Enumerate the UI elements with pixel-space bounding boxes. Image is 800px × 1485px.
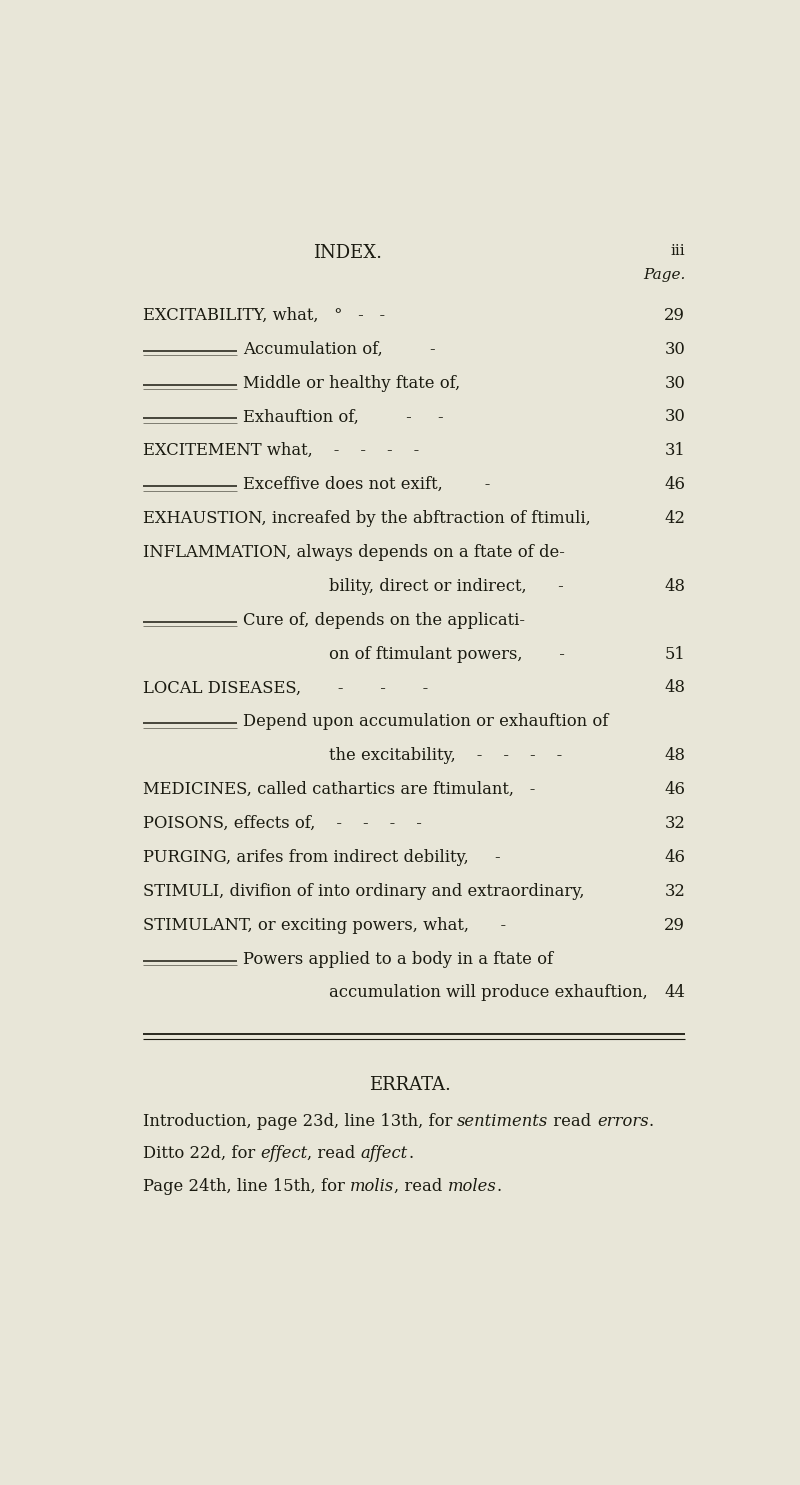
Text: the excitability,    -    -    -    -: the excitability, - - - - (329, 747, 562, 765)
Text: 30: 30 (664, 374, 685, 392)
Text: 32: 32 (664, 882, 685, 900)
Text: Cure of, depends on the applicati-: Cure of, depends on the applicati- (243, 612, 526, 628)
Text: Depend upon accumulation or exhauftion of: Depend upon accumulation or exhauftion o… (243, 713, 609, 731)
Text: Ditto 22d, for: Ditto 22d, for (142, 1145, 260, 1163)
Text: .: . (408, 1145, 414, 1163)
Text: MEDICINES, called cathartics are ftimulant,   -: MEDICINES, called cathartics are ftimula… (142, 781, 535, 797)
Text: LOCAL DISEASES,       -       -       -: LOCAL DISEASES, - - - (142, 680, 428, 696)
Text: molis: molis (350, 1178, 394, 1194)
Text: Introduction, page 23d, line 13th, for: Introduction, page 23d, line 13th, for (142, 1112, 458, 1130)
Text: bility, direct or indirect,      -: bility, direct or indirect, - (329, 578, 563, 595)
Text: 48: 48 (664, 680, 685, 696)
Text: 46: 46 (664, 477, 685, 493)
Text: effect: effect (260, 1145, 307, 1163)
Text: 46: 46 (664, 849, 685, 866)
Text: Page 24th, line 15th, for: Page 24th, line 15th, for (142, 1178, 350, 1194)
Text: accumulation will produce exhauftion,: accumulation will produce exhauftion, (329, 985, 647, 1001)
Text: Accumulation of,         -: Accumulation of, - (243, 340, 436, 358)
Text: STIMULANT, or exciting powers, what,      -: STIMULANT, or exciting powers, what, - (142, 916, 506, 934)
Text: EXCITEMENT what,    -    -    -    -: EXCITEMENT what, - - - - (142, 443, 419, 459)
Text: moles: moles (447, 1178, 496, 1194)
Text: 48: 48 (664, 578, 685, 595)
Text: POISONS, effects of,    -    -    -    -: POISONS, effects of, - - - - (142, 815, 422, 832)
Text: EXCITABILITY, what,   °   -   -: EXCITABILITY, what, ° - - (142, 307, 385, 324)
Text: affect: affect (361, 1145, 408, 1163)
Text: , read: , read (394, 1178, 447, 1194)
Text: Middle or healthy ftate of,: Middle or healthy ftate of, (243, 374, 461, 392)
Text: Exhauftion of,         -     -: Exhauftion of, - - (243, 408, 444, 425)
Text: 46: 46 (664, 781, 685, 797)
Text: 51: 51 (664, 646, 685, 662)
Text: 42: 42 (664, 509, 685, 527)
Text: on of ftimulant powers,       -: on of ftimulant powers, - (329, 646, 565, 662)
Text: INDEX.: INDEX. (314, 244, 382, 261)
Text: Page.: Page. (642, 269, 685, 282)
Text: EXHAUSTION, increafed by the abftraction of ftimuli,: EXHAUSTION, increafed by the abftraction… (142, 509, 590, 527)
Text: Powers applied to a body in a ftate of: Powers applied to a body in a ftate of (243, 950, 554, 968)
Text: errors: errors (597, 1112, 649, 1130)
Text: iii: iii (670, 244, 685, 258)
Text: 44: 44 (664, 985, 685, 1001)
Text: 30: 30 (664, 408, 685, 425)
Text: .: . (649, 1112, 654, 1130)
Text: 29: 29 (664, 916, 685, 934)
Text: ERRATA.: ERRATA. (369, 1077, 451, 1094)
Text: STIMULI, divifion of into ordinary and extraordinary,: STIMULI, divifion of into ordinary and e… (142, 882, 584, 900)
Text: Exceffive does not exift,        -: Exceffive does not exift, - (243, 477, 490, 493)
Text: .: . (496, 1178, 502, 1194)
Text: read: read (549, 1112, 597, 1130)
Text: 48: 48 (664, 747, 685, 765)
Text: , read: , read (307, 1145, 361, 1163)
Text: INFLAMMATION, always depends on a ftate of de-: INFLAMMATION, always depends on a ftate … (142, 544, 565, 561)
Text: PURGING, arifes from indirect debility,     -: PURGING, arifes from indirect debility, … (142, 849, 500, 866)
Text: 29: 29 (664, 307, 685, 324)
Text: 30: 30 (664, 340, 685, 358)
Text: sentiments: sentiments (458, 1112, 549, 1130)
Text: 32: 32 (664, 815, 685, 832)
Text: 31: 31 (664, 443, 685, 459)
